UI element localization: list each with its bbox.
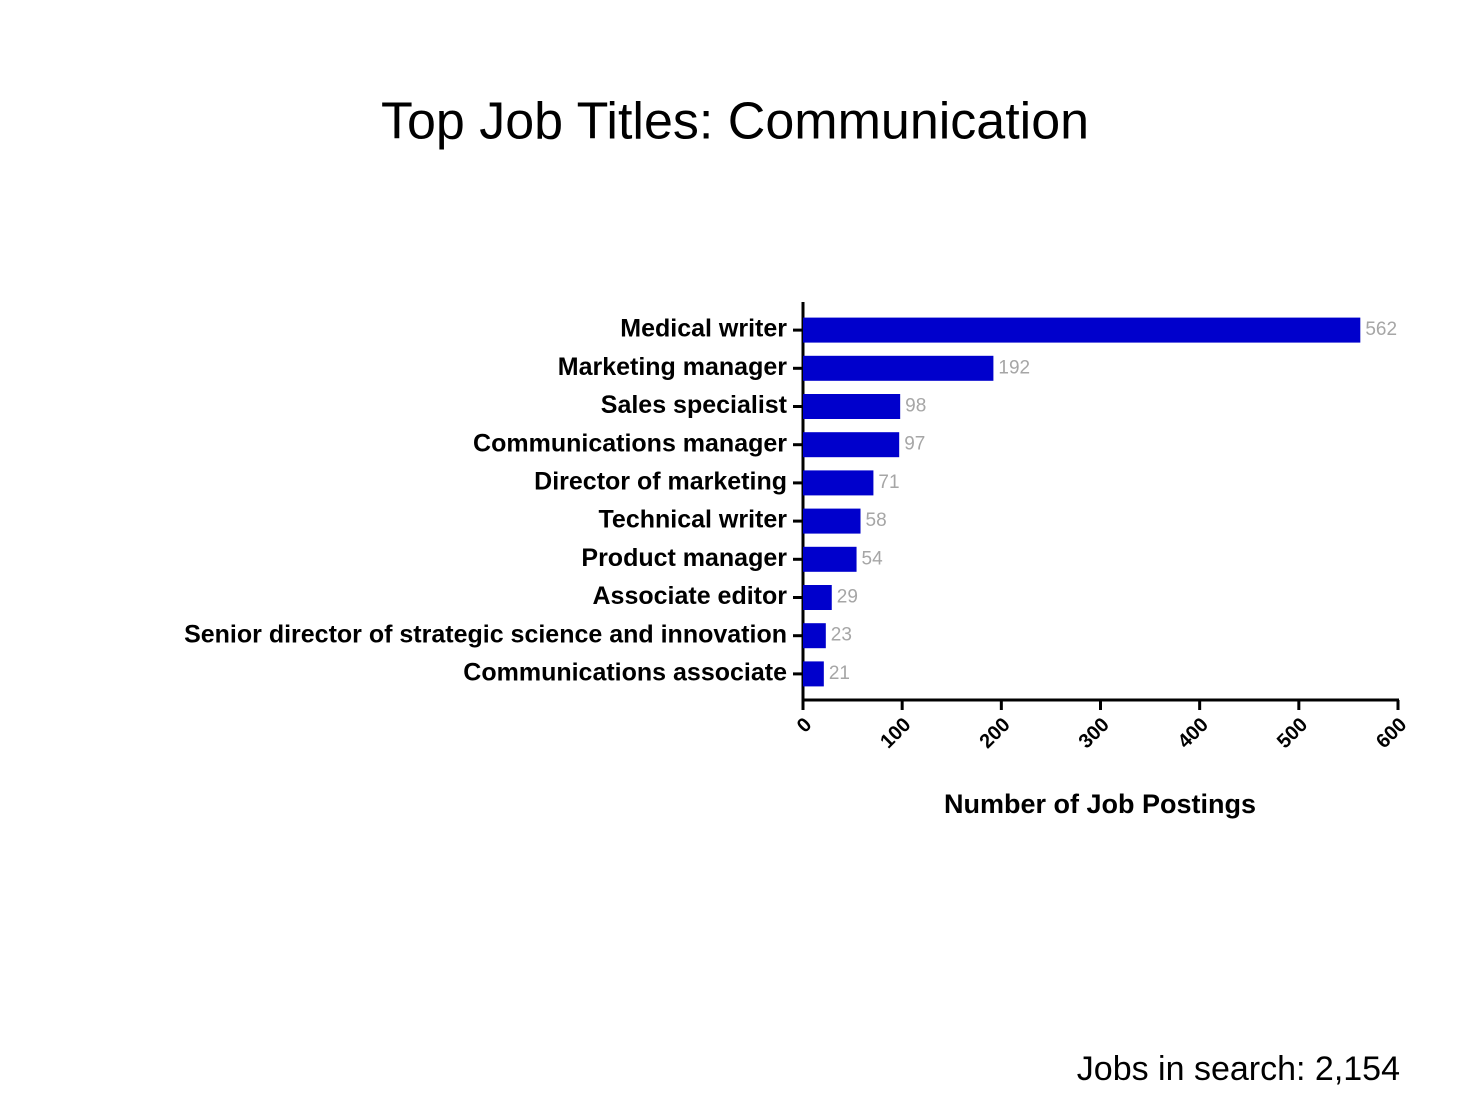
x-tick-label: 400 xyxy=(1174,714,1213,753)
y-tick-label: Product manager xyxy=(581,544,787,572)
y-tick-label: Medical writer xyxy=(620,315,787,343)
y-tick-label: Associate editor xyxy=(592,582,787,610)
x-axis-label: Number of Job Postings xyxy=(944,789,1256,819)
y-tick-label: Communications manager xyxy=(473,429,787,457)
annotation: Jobs in search: 2,154 xyxy=(1077,1050,1400,1088)
bar xyxy=(803,623,826,649)
y-tick-label: Director of marketing xyxy=(534,468,787,496)
chart-title: Top Job Titles: Communication xyxy=(381,93,1089,151)
y-tick-label: Senior director of strategic science and… xyxy=(184,620,787,648)
bar xyxy=(803,661,824,687)
x-tick-label: 200 xyxy=(975,714,1014,753)
bar xyxy=(803,432,900,458)
value-label: 58 xyxy=(866,510,887,531)
bar xyxy=(803,508,861,534)
bar xyxy=(803,394,901,419)
value-label: 562 xyxy=(1365,319,1397,340)
y-tick-label: Technical writer xyxy=(599,506,788,534)
bar xyxy=(803,470,874,496)
x-tick-label: 500 xyxy=(1273,714,1312,753)
y-tick-label: Marketing manager xyxy=(558,353,788,381)
y-tick-label: Sales specialist xyxy=(601,391,788,419)
y-tick-label: Communications associate xyxy=(463,659,787,687)
x-tick-label: 600 xyxy=(1372,714,1411,753)
value-label: 29 xyxy=(837,587,858,608)
bar xyxy=(803,585,832,610)
bar xyxy=(803,317,1361,343)
value-label: 192 xyxy=(998,357,1030,378)
value-label: 21 xyxy=(829,663,850,684)
value-label: 98 xyxy=(905,396,926,417)
x-tick-label: 0 xyxy=(793,714,816,737)
value-label: 97 xyxy=(904,434,925,455)
x-tick-label: 100 xyxy=(876,714,915,753)
value-label: 23 xyxy=(831,625,852,646)
bar xyxy=(803,546,857,572)
value-label: 54 xyxy=(862,548,884,569)
x-tick-label: 300 xyxy=(1075,714,1114,753)
bar xyxy=(803,355,994,381)
value-label: 71 xyxy=(878,472,899,493)
